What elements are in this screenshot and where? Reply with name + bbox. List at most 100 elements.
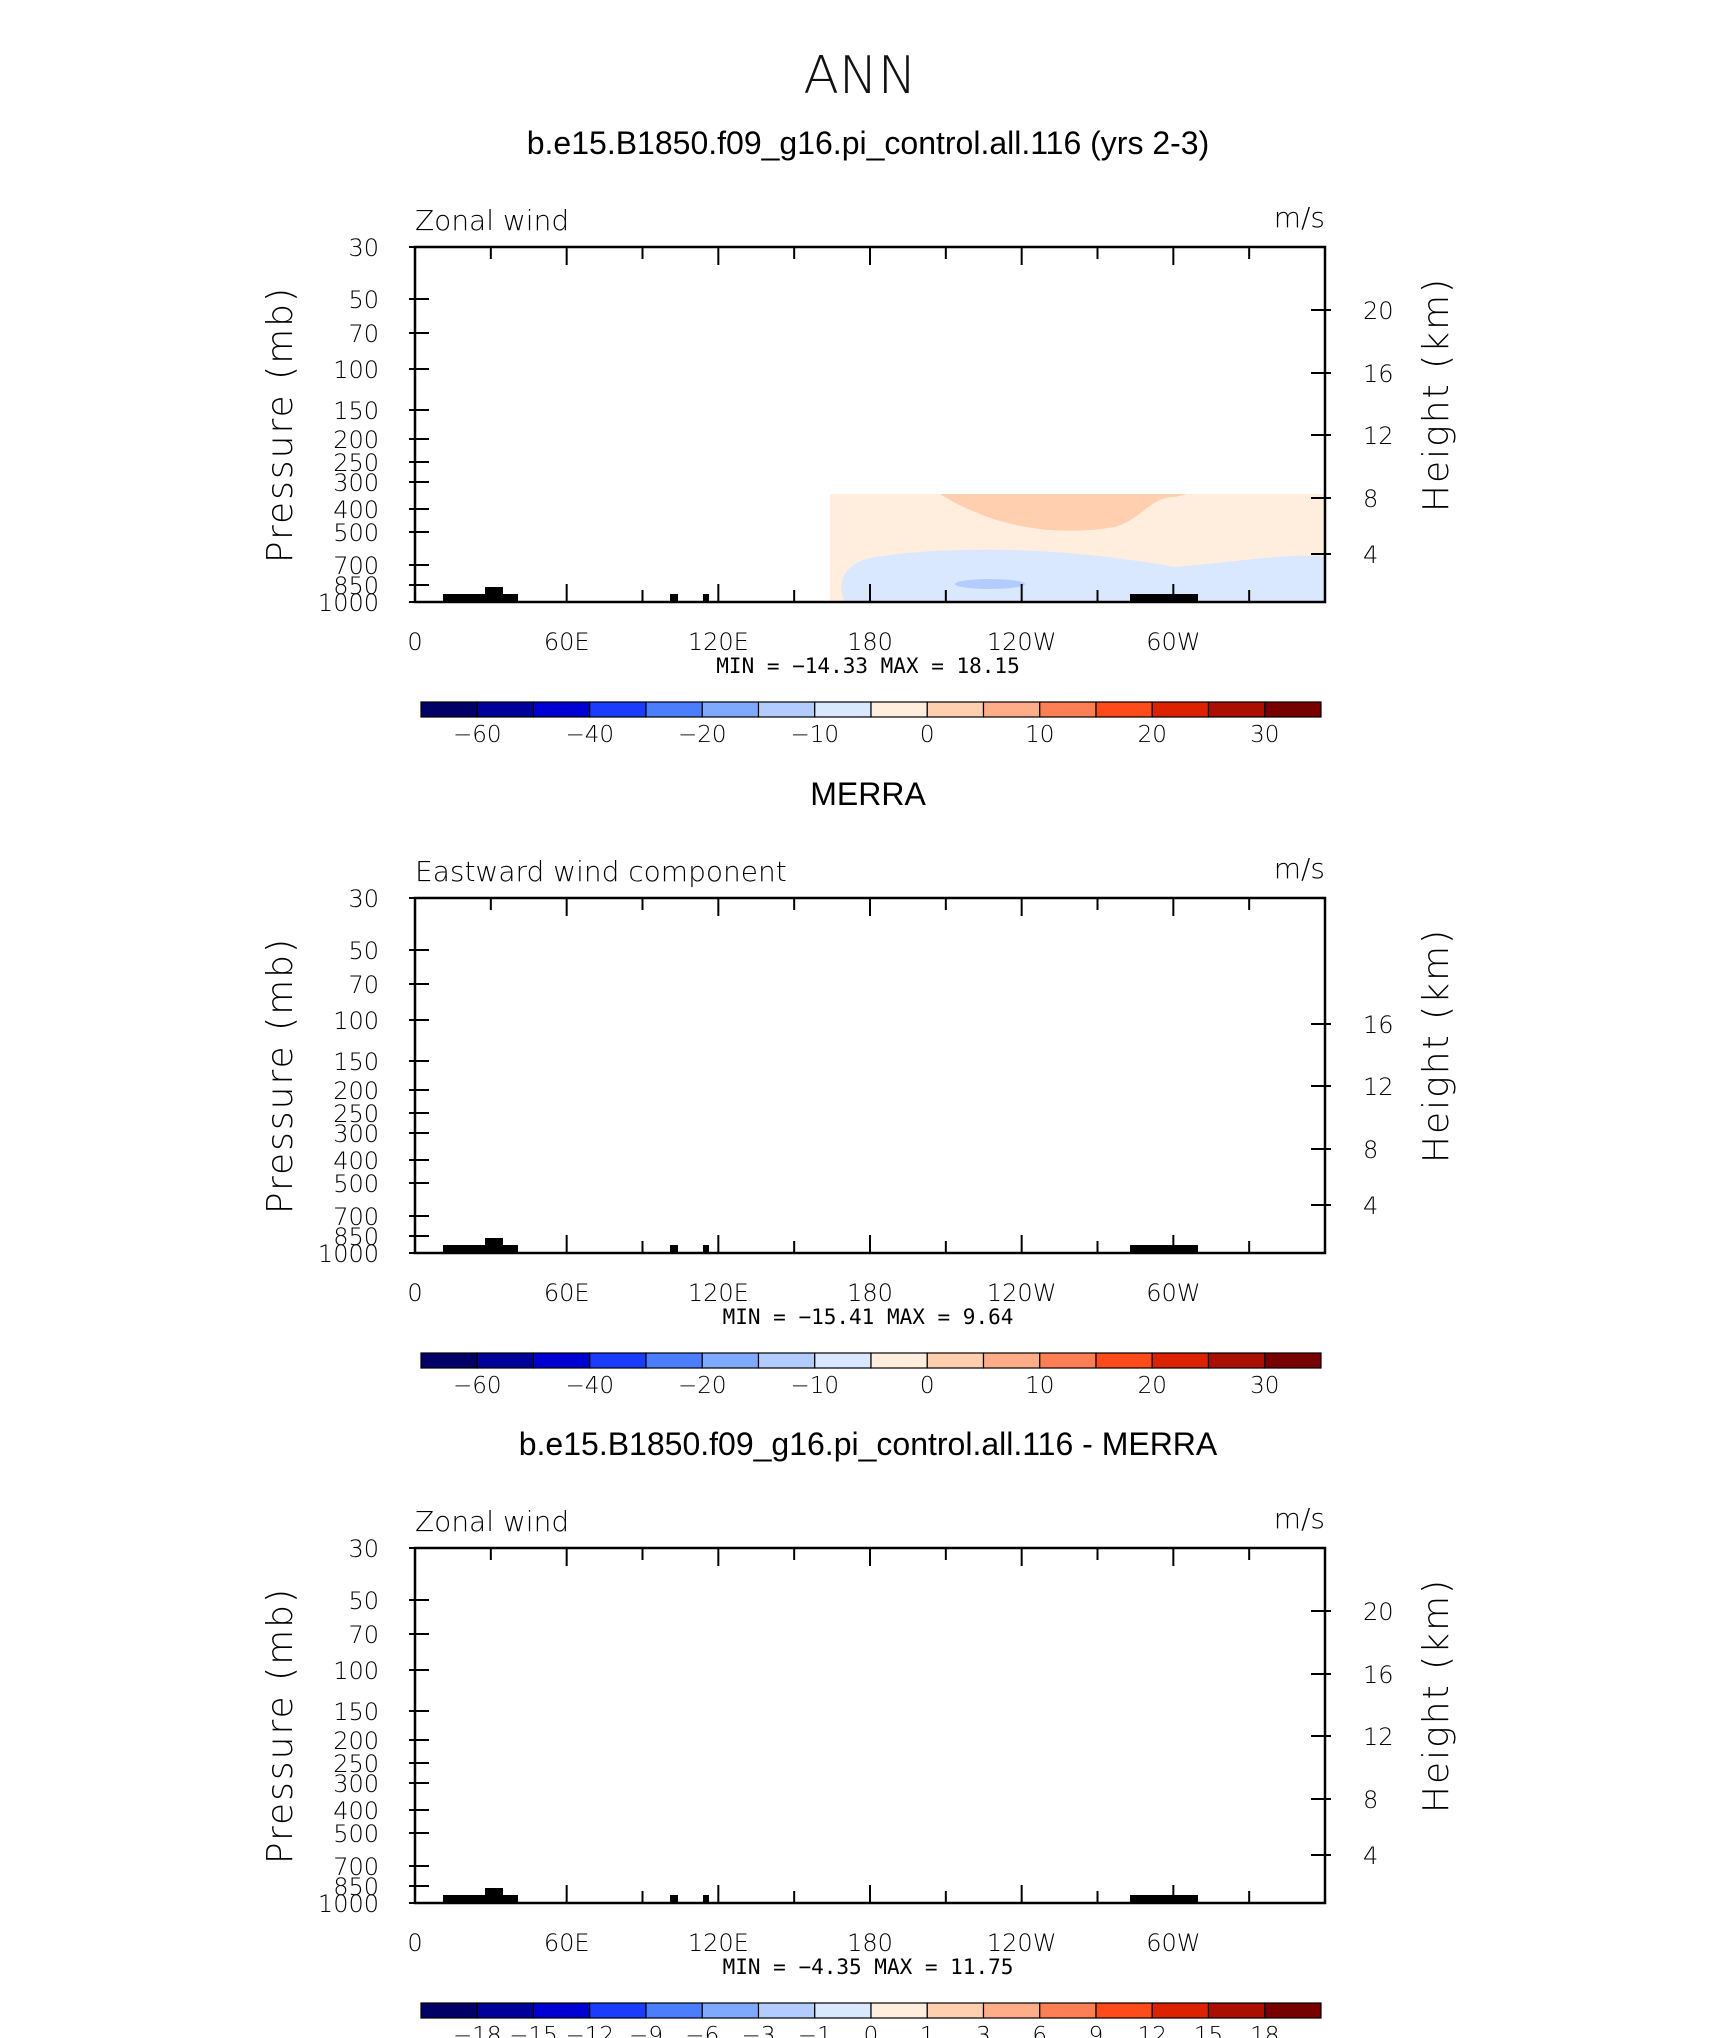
contour-neg-upper: [435, 1023, 605, 1072]
min-max-label: MIN = −14.33 MAX = 18.15: [716, 654, 1019, 678]
topography-land: [443, 594, 518, 602]
colorbar-swatch: [476, 1352, 535, 1369]
colorbar-label: 30: [1250, 1373, 1279, 1399]
height-tick-label: 8: [1363, 1136, 1378, 1164]
y-tick-label: 1000: [318, 1240, 379, 1268]
y-tick-label: 70: [348, 971, 379, 999]
colorbar-label: 10: [1025, 722, 1054, 748]
min-max-label: MIN = −4.35 MAX = 11.75: [723, 1955, 1014, 1979]
panel-title: b.e15.B1850.f09_g16.pi_control.all.116 (…: [527, 125, 1210, 161]
contour-pos-0b: [1115, 1020, 1325, 1122]
y-tick-label: 30: [348, 1535, 379, 1563]
contour-pos-low-b: [1035, 1223, 1165, 1247]
contour-neg-15: [595, 1059, 685, 1068]
field-name-label: Zonal wind: [415, 204, 569, 237]
colorbar-label: 9: [1089, 2023, 1104, 2038]
colorbar-swatch: [1095, 1352, 1153, 1369]
filled-contour-field: [415, 1548, 1325, 1903]
x-tick-label: 0: [407, 1929, 422, 1957]
contour-pos-0: [806, 1020, 1325, 1208]
contour-neg-3: [713, 1670, 946, 1781]
colorbar-swatch: [476, 701, 535, 718]
colorbar-label: 10: [1025, 1373, 1054, 1399]
colorbar-swatch: [757, 1352, 816, 1369]
contour-pos-low: [531, 528, 822, 589]
contour-neg-6: [795, 1670, 865, 1728]
colorbar-a: −60 −40 −20 −10 0 10 20 30: [420, 701, 1322, 748]
plot-frame: [413, 896, 1327, 1255]
colorbar-swatch: [701, 1352, 760, 1369]
height-tick-label: 12: [1363, 1723, 1394, 1751]
colorbar-swatch: [1264, 2002, 1322, 2019]
plot-frame: [413, 1546, 1327, 1905]
height-tick-label: 16: [1363, 360, 1394, 388]
y-axis-right-title: Height (km): [1416, 928, 1457, 1163]
y-axis-right-title: Height (km): [1416, 1578, 1457, 1813]
contour-panel: b.e15.B1850.f09_g16.pi_control.all.116 -…: [260, 1426, 1457, 2038]
colorbar-b: −60 −40 −20 −10 0 10 20 30: [420, 1352, 1322, 1399]
contour-pos-9: [415, 1696, 575, 1733]
colorbar-swatch: [589, 1352, 647, 1369]
panel-title: MERRA: [810, 776, 926, 812]
topography-land: [485, 587, 503, 602]
x-tick-label: 120E: [688, 628, 749, 656]
colorbar-swatch: [1151, 701, 1210, 718]
colorbar-swatch: [532, 701, 591, 718]
contour-pos-10b: [1233, 1039, 1270, 1064]
colorbar-swatch: [814, 2002, 872, 2019]
y-tick-label: 850: [333, 1873, 379, 1901]
x-tick-label: 120W: [987, 628, 1057, 656]
colorbar-label: 0: [920, 1373, 935, 1399]
colorbar-swatch: [645, 1352, 703, 1369]
x-tick-label: 180: [847, 1929, 893, 1957]
contour-neg-low-b: [925, 1870, 1325, 1903]
colorbar-label: 18: [1250, 2023, 1279, 2038]
colorbar-label: 12: [1138, 2023, 1167, 2038]
colorbar-label: −15: [509, 2023, 558, 2038]
colorbar-label: 3: [976, 2023, 991, 2038]
height-tick-label: 20: [1363, 297, 1394, 325]
y-tick-label: 200: [333, 1727, 379, 1755]
y-axis-title: Pressure (mb): [260, 1587, 301, 1864]
y-tick-label: 1000: [318, 589, 379, 617]
topography-land: [1130, 1245, 1198, 1253]
colorbar-label: 1: [920, 2023, 935, 2038]
topography-land: [670, 1245, 678, 1253]
height-tick-label: 8: [1363, 485, 1378, 513]
height-tick-label: 16: [1363, 1661, 1394, 1689]
topography-land: [670, 1895, 678, 1903]
colorbar-swatch: [476, 2002, 535, 2019]
height-tick-label: 12: [1363, 422, 1394, 450]
contour-neg-10: [565, 345, 867, 469]
colorbar-c: −18 −15 −12 −9 −6 −3 −1 0 1 3 6 9 12 15 18: [420, 2002, 1322, 2038]
colorbar-swatch: [701, 701, 760, 718]
colorbar-swatch: [757, 701, 816, 718]
colorbar-swatch: [926, 701, 985, 718]
field-background: [415, 1670, 1325, 1903]
y-tick-label: 1000: [318, 1890, 379, 1918]
y-tick-label: 850: [333, 572, 379, 600]
x-tick-label: 120E: [688, 1279, 749, 1307]
colorbar-swatch: [1207, 2002, 1266, 2019]
colorbar-swatch: [870, 701, 928, 718]
y-tick-label: 500: [333, 1820, 379, 1848]
field-missing-data: [415, 1548, 1325, 1670]
colorbar-swatch: [926, 1352, 985, 1369]
contour-pos-10: [909, 1031, 1017, 1100]
page-title: ANN: [803, 46, 916, 106]
topography-land: [485, 1888, 503, 1903]
y-tick-label: 400: [333, 1797, 379, 1825]
contour-panel: b.e15.B1850.f09_g16.pi_control.all.116 (…: [260, 125, 1457, 748]
colorbar-swatch: [420, 701, 478, 718]
height-tick-label: 20: [1363, 1598, 1394, 1626]
x-tick-label: 180: [847, 1279, 893, 1307]
y-tick-label: 250: [333, 1100, 379, 1128]
field-name-label: Zonal wind: [415, 1505, 569, 1538]
x-tick-label: 60W: [1146, 1929, 1200, 1957]
topography-land: [703, 594, 709, 602]
topography-land: [485, 1238, 503, 1253]
units-label: m/s: [1274, 1502, 1325, 1535]
y-tick-label: 70: [348, 1621, 379, 1649]
y-tick-label: 300: [333, 1120, 379, 1148]
colorbar-label: −40: [565, 722, 614, 748]
